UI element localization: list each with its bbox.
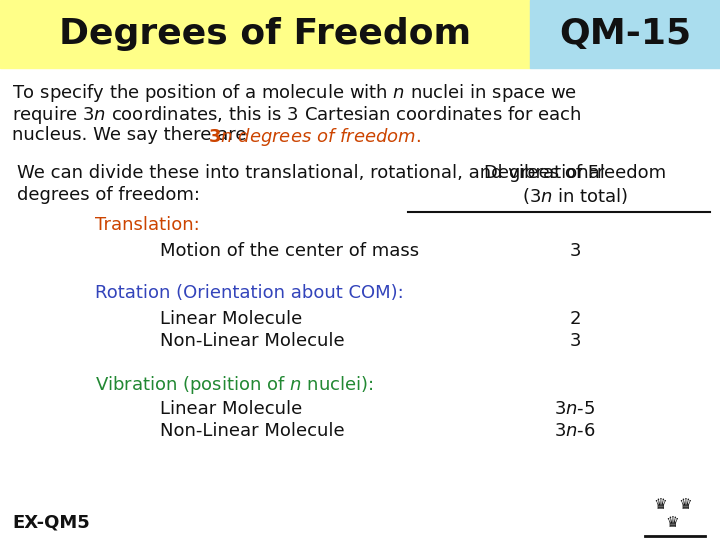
Text: Vibration (position of $n$ nuclei):: Vibration (position of $n$ nuclei): — [95, 374, 374, 396]
Text: Non-Linear Molecule: Non-Linear Molecule — [160, 422, 345, 440]
Text: EX-QM5: EX-QM5 — [12, 514, 90, 532]
Text: Motion of the center of mass: Motion of the center of mass — [160, 242, 419, 260]
Text: Non-Linear Molecule: Non-Linear Molecule — [160, 332, 345, 350]
Text: Linear Molecule: Linear Molecule — [160, 310, 302, 328]
Text: Translation:: Translation: — [95, 216, 199, 234]
Text: degrees of freedom:: degrees of freedom: — [17, 186, 200, 204]
Text: $\mathbf{3\mathit{n}}$ $\mathbf{\mathit{degrees\ of\ freedom}}$.: $\mathbf{3\mathit{n}}$ $\mathbf{\mathit{… — [208, 126, 421, 148]
Text: require 3$n$ coordinates, this is 3 Cartesian coordinates for each: require 3$n$ coordinates, this is 3 Cart… — [12, 104, 582, 126]
Text: ♛: ♛ — [653, 497, 667, 512]
Text: QM-15: QM-15 — [559, 17, 691, 51]
Bar — [530, 0, 720, 68]
Text: ♛: ♛ — [665, 515, 679, 530]
Bar — [0, 0, 530, 68]
Text: ♛: ♛ — [678, 497, 692, 512]
Text: Degrees of Freedom: Degrees of Freedom — [484, 164, 666, 182]
Text: To specify the position of a molecule with $n$ nuclei in space we: To specify the position of a molecule wi… — [12, 82, 577, 104]
Text: Rotation (Orientation about COM):: Rotation (Orientation about COM): — [95, 284, 404, 302]
Text: 3: 3 — [570, 332, 581, 350]
Text: 3: 3 — [570, 242, 581, 260]
Text: We can divide these into translational, rotational, and vibrational: We can divide these into translational, … — [17, 164, 605, 182]
Text: 3$n$-6: 3$n$-6 — [554, 422, 596, 440]
Text: 2: 2 — [570, 310, 581, 328]
Text: 3$n$-5: 3$n$-5 — [554, 400, 595, 418]
Text: nucleus. We say there are: nucleus. We say there are — [12, 126, 252, 144]
Text: Degrees of Freedom: Degrees of Freedom — [59, 17, 471, 51]
Text: (3$n$ in total): (3$n$ in total) — [522, 186, 628, 206]
Text: Linear Molecule: Linear Molecule — [160, 400, 302, 418]
